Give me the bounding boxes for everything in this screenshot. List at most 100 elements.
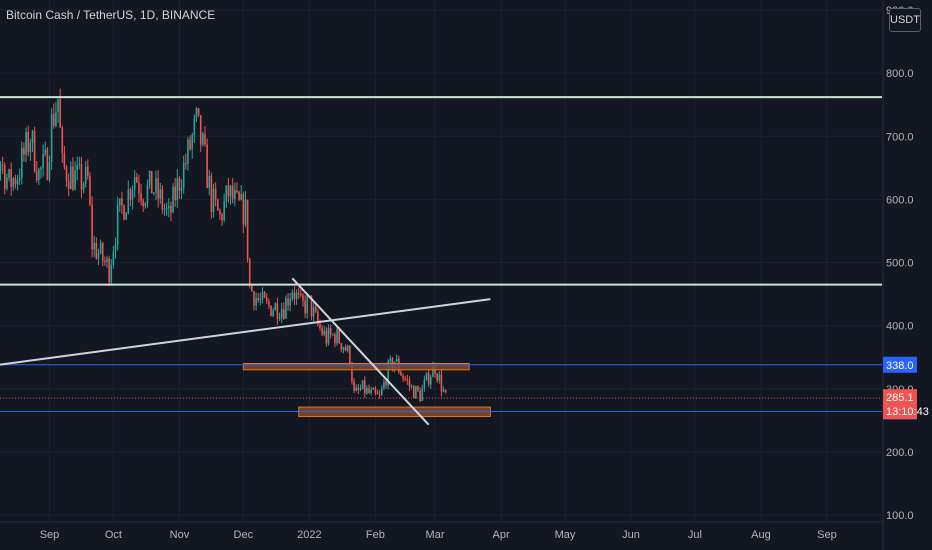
candle-body — [246, 199, 249, 259]
candle-body — [287, 298, 289, 306]
time-tick-label: Oct — [105, 529, 122, 541]
candle-body — [336, 329, 338, 344]
candle-body — [387, 360, 389, 386]
candle-body — [108, 258, 110, 283]
candle-body — [176, 178, 179, 201]
candle-body — [12, 178, 15, 187]
candle-body — [208, 175, 211, 189]
resistance-price-label-text: 338.0 — [886, 360, 914, 372]
candle-body — [268, 301, 270, 306]
candle-body — [429, 377, 432, 385]
candle-body — [133, 176, 136, 190]
candle-body — [114, 244, 117, 252]
resistance-price-label-bg — [883, 356, 917, 373]
candle-body — [52, 113, 55, 127]
candle-body — [165, 208, 168, 210]
candle-body — [223, 201, 225, 221]
time-tick-label: Dec — [234, 529, 254, 541]
candle-body — [372, 388, 375, 390]
time-tick-label: Mar — [426, 529, 445, 541]
candle-body — [406, 379, 409, 381]
candle-body — [238, 192, 240, 200]
candle-body — [297, 292, 300, 295]
candle-body — [344, 347, 347, 351]
candle-body — [385, 381, 387, 386]
candle-body — [6, 177, 8, 189]
candle-body — [155, 178, 157, 193]
candle-body — [65, 166, 68, 182]
candle-body — [193, 118, 196, 136]
candle-body — [57, 98, 59, 113]
candle-body — [91, 204, 93, 250]
candle-body — [440, 374, 443, 392]
candle-body — [370, 389, 372, 393]
candle-body — [325, 330, 328, 344]
candle-body — [46, 149, 49, 180]
candle-body — [334, 334, 336, 344]
candle-body — [380, 388, 383, 395]
candle-body — [412, 386, 415, 398]
candle-body — [242, 193, 245, 225]
candle-body — [150, 171, 153, 194]
candle-body — [321, 327, 323, 335]
candle-body — [101, 243, 104, 261]
candle-body — [157, 178, 159, 199]
candle-body — [251, 286, 253, 292]
currency-button[interactable]: USDT — [889, 8, 921, 32]
zone-1[interactable] — [242, 363, 470, 371]
candle-body — [310, 295, 313, 317]
candle-body — [323, 330, 326, 335]
candle-body — [31, 131, 34, 143]
candle-body — [170, 205, 172, 213]
candle-body — [212, 188, 215, 213]
candle-body — [231, 185, 234, 200]
candle-body — [127, 189, 130, 213]
candle-body — [29, 142, 32, 153]
trendline-1[interactable] — [0, 298, 491, 368]
trendline-2[interactable] — [291, 277, 430, 426]
candle-body — [327, 327, 330, 344]
candle-body — [116, 204, 119, 245]
candle-body — [410, 386, 413, 388]
candle-body — [359, 388, 362, 390]
candle-body — [285, 298, 287, 319]
candle-body — [104, 260, 106, 262]
candle-body — [317, 311, 319, 325]
candle-body — [306, 296, 309, 314]
candle-body — [378, 394, 381, 396]
current-price-bg — [883, 389, 917, 420]
candle-body — [48, 162, 51, 180]
candle-body — [159, 189, 162, 199]
countdown-text: 13:10:43 — [886, 406, 929, 418]
candle-body — [97, 253, 100, 259]
time-tick-label: Jul — [688, 529, 702, 541]
candle-body — [342, 347, 345, 350]
candle-body — [280, 309, 283, 318]
candle-body — [112, 251, 115, 265]
candle-body — [302, 295, 304, 301]
candle-body — [23, 147, 25, 155]
candle-body — [204, 133, 206, 145]
candle-body — [59, 98, 61, 128]
candle-body — [270, 305, 272, 316]
price-tick-label: 200.0 — [886, 447, 914, 459]
candle-body — [153, 192, 155, 194]
interval-label: 1D — [139, 8, 156, 22]
candle-body — [383, 381, 385, 389]
candle-body — [118, 198, 121, 205]
candle-body — [257, 298, 260, 301]
candle-body — [82, 184, 85, 190]
price-tick-label: 700.0 — [886, 131, 914, 143]
candle-body — [178, 178, 181, 191]
candle-body — [229, 185, 232, 197]
candle-body — [25, 131, 27, 155]
candle-body — [300, 294, 302, 296]
candle-body — [80, 164, 83, 190]
candle-body — [278, 317, 281, 319]
candle-body — [87, 166, 89, 177]
price-tick-label: 600.0 — [886, 194, 914, 206]
drawings[interactable] — [0, 96, 882, 426]
